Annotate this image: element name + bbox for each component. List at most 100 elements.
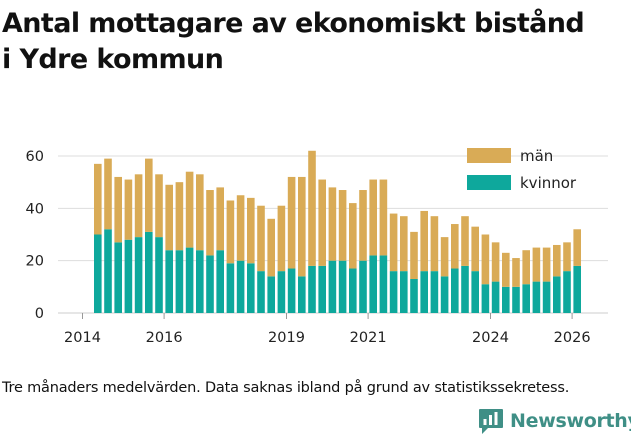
bar-kvinnor xyxy=(512,286,520,313)
bar-man xyxy=(502,252,510,287)
x-tick-label: 2014 xyxy=(64,330,101,346)
x-tick-label: 2016 xyxy=(146,330,183,346)
bar-man xyxy=(532,247,541,282)
bar-man xyxy=(236,195,245,261)
bar-man xyxy=(379,179,388,256)
bar-kvinnor xyxy=(277,271,286,313)
legend-label: kvinnor xyxy=(520,174,577,192)
bar-kvinnor xyxy=(338,260,347,313)
bar-kvinnor xyxy=(532,281,541,313)
bar-man xyxy=(257,205,265,272)
bar-man xyxy=(175,182,184,251)
chart-footnote: Tre månaders medelvärden. Data saknas ib… xyxy=(2,380,570,396)
bar-kvinnor xyxy=(226,263,235,313)
bar-man xyxy=(481,234,490,285)
bar-man xyxy=(155,174,163,238)
bar-man xyxy=(471,226,479,272)
bar-kvinnor xyxy=(287,268,296,313)
bar-man xyxy=(553,244,561,277)
bar-kvinnor xyxy=(410,278,418,313)
bar-man xyxy=(420,210,428,272)
stacked-bar-chart: 0 20 40 60 2014 2016 2019 2021 2024 2026 män kvinno… xyxy=(26,147,608,346)
x-tick-label: 2019 xyxy=(268,330,305,346)
bar-man xyxy=(512,258,520,287)
bar-kvinnor xyxy=(461,265,469,313)
x-tick-label: 2024 xyxy=(472,330,509,346)
bar-kvinnor xyxy=(185,247,194,313)
chart-title-line-2: i Ydre kommun xyxy=(2,44,224,75)
bar-man xyxy=(104,158,112,230)
brand-logo[interactable]: Newsworthy xyxy=(478,406,631,436)
bar-man xyxy=(287,176,296,269)
bar-man xyxy=(440,237,449,277)
bar-kvinnor xyxy=(359,260,367,313)
bar-man xyxy=(563,242,571,272)
bar-kvinnor xyxy=(379,255,388,313)
chart-title: Antal mottagare av ekonomiskt bistånd i … xyxy=(2,6,630,78)
bar-man xyxy=(134,174,143,238)
bar-man xyxy=(277,205,286,272)
bar-kvinnor xyxy=(573,265,581,313)
bar-man xyxy=(430,216,439,272)
bar-man xyxy=(124,179,133,240)
bar-man xyxy=(400,216,408,272)
bar-man xyxy=(328,187,337,261)
bar-kvinnor xyxy=(298,276,306,313)
bar-kvinnor xyxy=(145,231,153,313)
bar-kvinnor xyxy=(502,286,510,313)
bar-kvinnor xyxy=(114,242,122,313)
bar-kvinnor xyxy=(481,284,490,313)
bar-kvinnor xyxy=(318,265,326,313)
bar-kvinnor xyxy=(451,268,459,313)
chart-title-line-1: Antal mottagare av ekonomiskt bistånd xyxy=(2,8,585,39)
bar-kvinnor xyxy=(420,271,428,313)
bar-kvinnor xyxy=(430,271,439,313)
bar-man xyxy=(206,190,214,256)
bar-man xyxy=(308,150,316,266)
bar-man xyxy=(338,190,347,261)
bar-kvinnor xyxy=(400,271,408,313)
y-tick-label: 20 xyxy=(26,254,44,270)
y-tick-label: 40 xyxy=(26,201,44,217)
bar-man xyxy=(522,250,530,285)
bar-man xyxy=(114,176,122,243)
bar-man xyxy=(369,179,377,256)
bar-man xyxy=(267,218,275,277)
newsworthy-logo-icon xyxy=(479,409,503,434)
bar-man xyxy=(216,187,224,251)
x-tick-label: 2026 xyxy=(554,330,591,346)
bar-man xyxy=(94,163,102,235)
bar-kvinnor xyxy=(553,276,561,313)
bar-man xyxy=(542,247,551,282)
bar-kvinnor xyxy=(124,239,133,313)
bar-man xyxy=(389,213,398,272)
bar-man xyxy=(226,200,235,264)
legend-label: män xyxy=(520,147,553,165)
bar-kvinnor xyxy=(236,260,245,313)
bar-kvinnor xyxy=(471,271,479,313)
bar-kvinnor xyxy=(196,250,204,313)
bar-kvinnor xyxy=(522,284,530,313)
bar-kvinnor xyxy=(349,268,357,313)
bar-kvinnor xyxy=(328,260,337,313)
bar-kvinnor xyxy=(491,281,500,313)
x-tick-label: 2021 xyxy=(350,330,387,346)
bar-man xyxy=(145,158,153,232)
bar-kvinnor xyxy=(389,271,398,313)
bar-kvinnor xyxy=(216,250,224,313)
bar-man xyxy=(247,197,255,264)
bar-kvinnor xyxy=(247,263,255,313)
bar-man xyxy=(491,242,500,282)
bar-kvinnor xyxy=(155,237,163,313)
bar-man xyxy=(461,216,469,266)
bar-man xyxy=(451,224,459,269)
bar-man xyxy=(349,203,357,269)
bar-kvinnor xyxy=(94,234,102,313)
y-tick-label: 0 xyxy=(35,306,44,322)
bar-kvinnor xyxy=(134,237,143,313)
legend-swatch xyxy=(467,148,511,163)
bar-kvinnor xyxy=(563,271,571,313)
bar-man xyxy=(185,171,194,248)
bar-kvinnor xyxy=(165,250,173,313)
bar-kvinnor xyxy=(369,255,377,313)
